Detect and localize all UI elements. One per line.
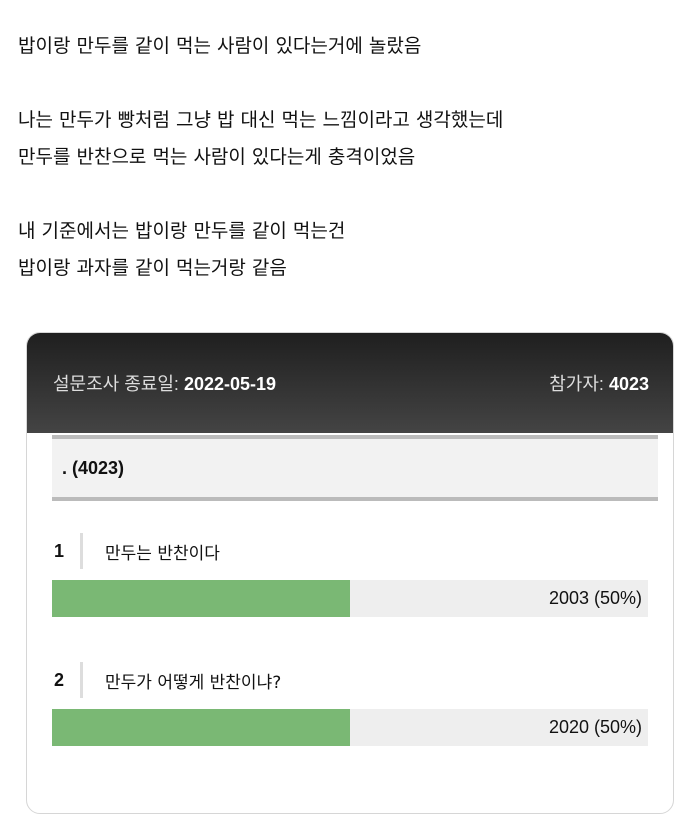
post-line: 밥이랑 과자를 같이 먹는거랑 같음 [18,257,287,279]
end-date-label: 설문조사 종료일: [53,374,179,394]
result-value: 2020 (50%) [548,717,642,737]
post-line: 만두를 반찬으로 먹는 사람이 있다는게 충격이었음 [18,146,416,168]
poll-header: 설문조사 종료일: 2022-05-19 참가자: 4023 [27,333,673,433]
participants-value: 4023 [608,374,649,394]
post-line: 밥이랑 만두를 같이 먹는 사람이 있다는거에 놀랐음 [18,35,422,57]
poll-participants: 참가자: 4023 [549,370,649,396]
poll-end-date: 설문조사 종료일: 2022-05-19 [53,370,276,396]
option-label: 만두는 반찬이다 [105,543,220,564]
result-value: 2003 (50%) [548,588,642,608]
poll-question: . (4023) [52,435,658,501]
option-number: 2 [54,669,65,690]
end-date-value: 2022-05-19 [183,374,277,394]
poll-card: 설문조사 종료일: 2022-05-19 참가자: 4023 . (4023) … [26,332,674,814]
participants-label: 참가자: [549,374,604,394]
divider [80,533,83,569]
post-line: 나는 만두가 빵처럼 그냥 밥 대신 먹는 느낌이라고 생각했는데 [18,109,504,131]
result-bar-fill [52,709,350,746]
result-bar-fill [52,580,350,617]
poll-option[interactable]: 2 만두가 어떻게 반찬이냐? 2020 (50%) [52,662,648,746]
poll-option[interactable]: 1 만두는 반찬이다 2003 (50%) [52,533,648,617]
result-bar: 2003 (50%) [52,580,648,617]
post-line: 내 기준에서는 밥이랑 만두를 같이 먹는건 [18,220,346,242]
option-label: 만두가 어떻게 반찬이냐? [105,672,282,693]
option-number: 1 [54,540,65,561]
post-body: 밥이랑 만두를 같이 먹는 사람이 있다는거에 놀랐음 나는 만두가 빵처럼 그… [18,28,503,287]
divider [80,662,83,698]
result-bar: 2020 (50%) [52,709,648,746]
